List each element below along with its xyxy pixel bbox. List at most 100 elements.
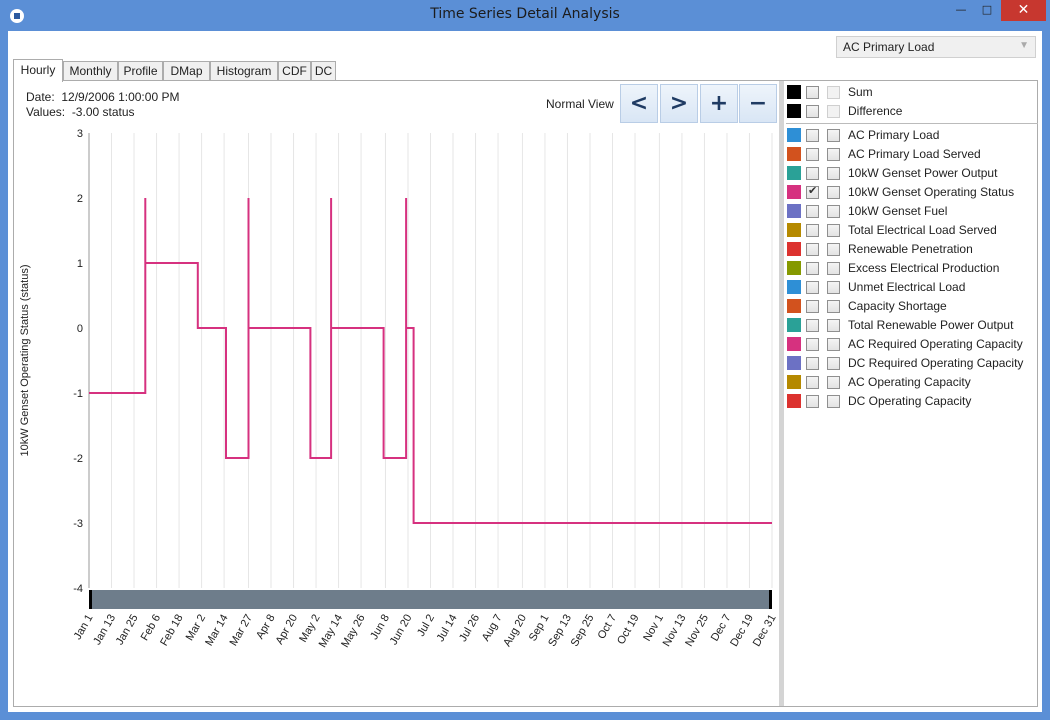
series-visible-checkbox[interactable]: [806, 167, 819, 180]
legend-item-ac-operating-capacity[interactable]: AC Operating Capacity: [786, 373, 1038, 392]
series-visible-checkbox[interactable]: [806, 205, 819, 218]
legend-label: Unmet Electrical Load: [848, 280, 966, 294]
series-secondary-checkbox[interactable]: [827, 129, 840, 142]
panel-splitter[interactable]: [779, 81, 784, 706]
series-visible-checkbox[interactable]: [806, 148, 819, 161]
series-visible-checkbox[interactable]: [806, 184, 819, 199]
series-visible-checkbox[interactable]: [806, 224, 819, 237]
series-color-swatch[interactable]: [787, 185, 801, 199]
series-color-swatch[interactable]: [787, 280, 801, 294]
close-button[interactable]: ✕: [1001, 0, 1046, 21]
tab-hourly[interactable]: Hourly: [13, 59, 63, 82]
legend-item-ac-primary-load-served[interactable]: AC Primary Load Served: [786, 145, 1038, 164]
series-secondary-checkbox[interactable]: [827, 395, 840, 408]
legend-item-sum[interactable]: Sum: [786, 83, 1038, 102]
legend-item-10kw-genset-power-output[interactable]: 10kW Genset Power Output: [786, 164, 1038, 183]
series-secondary-checkbox[interactable]: [827, 205, 840, 218]
series-secondary-checkbox[interactable]: [827, 186, 840, 199]
legend-item-total-renewable-power-output[interactable]: Total Renewable Power Output: [786, 316, 1038, 335]
series-visible-checkbox[interactable]: [806, 357, 819, 370]
series-color-swatch[interactable]: [787, 128, 801, 142]
legend-item-excess-electrical-production[interactable]: Excess Electrical Production: [786, 259, 1038, 278]
series-visible-checkbox[interactable]: [806, 105, 819, 118]
series-secondary-checkbox[interactable]: [827, 357, 840, 370]
legend-label: Renewable Penetration: [848, 242, 973, 256]
legend-item-10kw-genset-fuel[interactable]: 10kW Genset Fuel: [786, 202, 1038, 221]
legend-label: DC Operating Capacity: [848, 394, 972, 408]
series-color-swatch[interactable]: [787, 337, 801, 351]
series-visible-checkbox[interactable]: [806, 129, 819, 142]
series-visible-checkbox[interactable]: [806, 376, 819, 389]
series-color-swatch[interactable]: [787, 375, 801, 389]
legend-item-total-electrical-load-served[interactable]: Total Electrical Load Served: [786, 221, 1038, 240]
range-handle-start[interactable]: [89, 590, 92, 609]
series-secondary-checkbox[interactable]: [827, 376, 840, 389]
series-color-swatch[interactable]: [787, 223, 801, 237]
tab-dc[interactable]: DC: [311, 61, 336, 81]
series-color-swatch[interactable]: [787, 242, 801, 256]
x-tick-label: Jun 20: [388, 613, 415, 648]
x-tick-label: Jan 1: [72, 613, 96, 642]
zoom-out-button[interactable]: −: [739, 84, 777, 123]
series-secondary-checkbox[interactable]: [827, 319, 840, 332]
series-secondary-checkbox[interactable]: [827, 338, 840, 351]
series-color-swatch[interactable]: [787, 394, 801, 408]
series-visible-checkbox[interactable]: [806, 281, 819, 294]
series-secondary-checkbox[interactable]: [827, 105, 840, 118]
series-secondary-checkbox[interactable]: [827, 262, 840, 275]
legend-item-ac-primary-load[interactable]: AC Primary Load: [786, 126, 1038, 145]
zoom-in-button[interactable]: +: [700, 84, 738, 123]
series-visible-checkbox[interactable]: [806, 319, 819, 332]
series-color-swatch[interactable]: [787, 85, 801, 99]
series-secondary-checkbox[interactable]: [827, 243, 840, 256]
legend-item-unmet-electrical-load[interactable]: Unmet Electrical Load: [786, 278, 1038, 297]
tab-profile[interactable]: Profile: [118, 61, 163, 81]
legend-item-renewable-penetration[interactable]: Renewable Penetration: [786, 240, 1038, 259]
previous-button[interactable]: <: [620, 84, 658, 123]
series-secondary-checkbox[interactable]: [827, 148, 840, 161]
x-tick-label: Oct 7: [596, 613, 620, 642]
series-color-swatch[interactable]: [787, 147, 801, 161]
legend-item-10kw-genset-operating-status[interactable]: 10kW Genset Operating Status: [786, 183, 1038, 202]
series-secondary-checkbox[interactable]: [827, 281, 840, 294]
x-tick-label: Feb 18: [158, 613, 186, 649]
legend-item-dc-required-operating-capacity[interactable]: DC Required Operating Capacity: [786, 354, 1038, 373]
tab-histogram[interactable]: Histogram: [210, 61, 278, 81]
legend-item-dc-operating-capacity[interactable]: DC Operating Capacity: [786, 392, 1038, 411]
time-range-scrollbar[interactable]: [89, 590, 772, 609]
series-visible-checkbox[interactable]: [806, 86, 819, 99]
next-button[interactable]: >: [660, 84, 698, 123]
series-visible-checkbox[interactable]: [806, 338, 819, 351]
series-secondary-checkbox[interactable]: [827, 167, 840, 180]
tab-monthly[interactable]: Monthly: [63, 61, 118, 81]
series-visible-checkbox[interactable]: [806, 395, 819, 408]
title-bar[interactable]: Time Series Detail Analysis — □ ✕: [0, 0, 1050, 31]
series-color-swatch[interactable]: [787, 299, 801, 313]
series-visible-checkbox[interactable]: [806, 300, 819, 313]
legend-item-difference[interactable]: Difference: [786, 102, 1038, 121]
legend-item-ac-required-operating-capacity[interactable]: AC Required Operating Capacity: [786, 335, 1038, 354]
series-secondary-checkbox[interactable]: [827, 224, 840, 237]
series-color-swatch[interactable]: [787, 261, 801, 275]
app-icon: [10, 9, 24, 23]
series-color-swatch[interactable]: [787, 104, 801, 118]
x-tick-label: Jul 26: [457, 613, 482, 644]
series-color-swatch[interactable]: [787, 166, 801, 180]
series-color-swatch[interactable]: [787, 318, 801, 332]
minimize-button[interactable]: —: [955, 3, 967, 16]
legend-label: Sum: [848, 85, 873, 99]
tab-dmap[interactable]: DMap: [163, 61, 210, 81]
series-visible-checkbox[interactable]: [806, 243, 819, 256]
series-color-swatch[interactable]: [787, 204, 801, 218]
series-secondary-checkbox[interactable]: [827, 300, 840, 313]
maximize-button[interactable]: □: [981, 3, 993, 16]
series-visible-checkbox[interactable]: [806, 262, 819, 275]
legend-item-capacity-shortage[interactable]: Capacity Shortage: [786, 297, 1038, 316]
date-readout: Date: 12/9/2006 1:00:00 PM: [26, 90, 179, 104]
series-color-swatch[interactable]: [787, 356, 801, 370]
series-secondary-checkbox[interactable]: [827, 86, 840, 99]
tab-cdf[interactable]: CDF: [278, 61, 311, 81]
range-handle-end[interactable]: [769, 590, 772, 609]
series-dropdown[interactable]: AC Primary Load ▼: [836, 36, 1036, 58]
